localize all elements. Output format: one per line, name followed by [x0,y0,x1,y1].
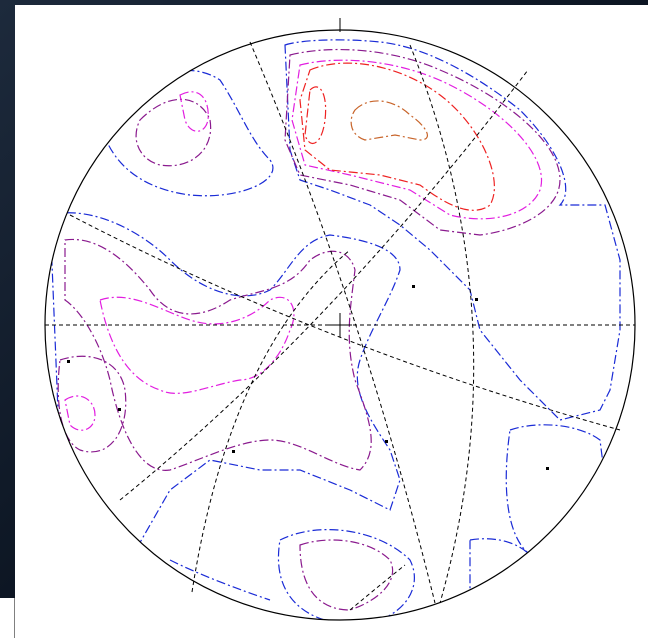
pole [412,285,415,288]
great-circle [69,214,621,431]
contour-blue [284,39,621,421]
pole [67,360,70,363]
contour-blue [169,559,271,601]
pole [475,298,478,301]
pole [385,440,388,443]
pole [118,408,121,411]
pole [232,450,235,453]
contour-blue [505,424,611,561]
contour-magenta [291,59,543,220]
corner-panel [0,598,15,638]
poles [67,285,549,470]
contour-orange [350,100,428,141]
contour-magenta [179,91,209,132]
contour-blue [277,529,415,620]
contour-magenta-small [64,395,96,431]
contour-blue [49,212,401,562]
contours [49,39,621,620]
contour-purple [284,48,561,236]
contour-red [299,62,495,211]
great-circle [349,564,406,611]
plot-panel [15,5,648,638]
contour-purple [299,539,394,611]
great-circle [119,69,529,501]
contour-purple [57,355,127,453]
great-circle [249,41,436,604]
contour-purple [64,238,372,471]
pole [546,467,549,470]
